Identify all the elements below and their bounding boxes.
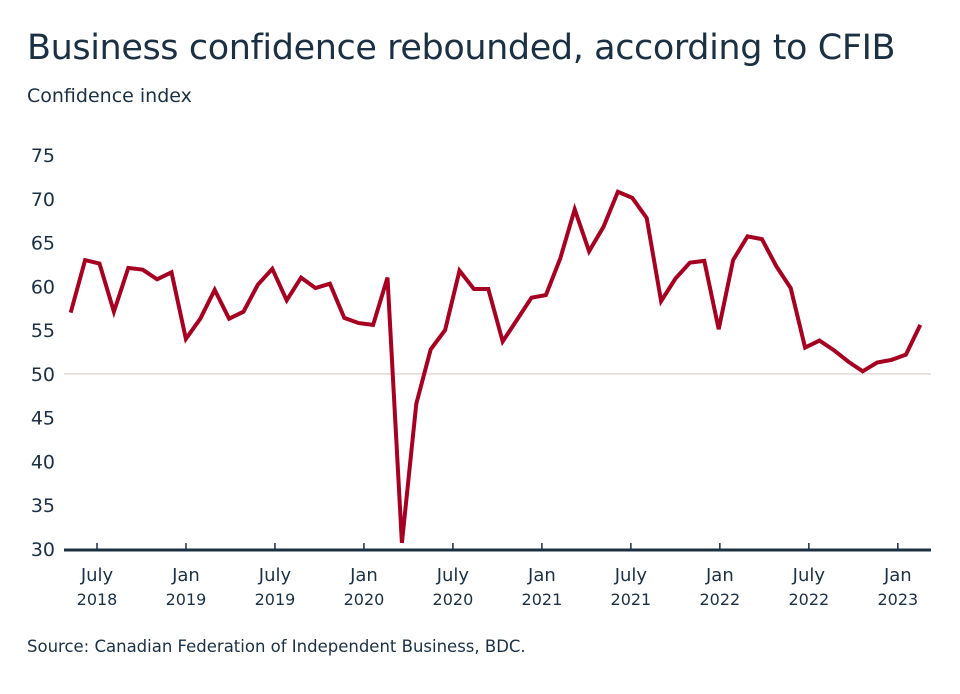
series-line (68, 189, 923, 544)
x-tick-label-year: 2021 (611, 590, 652, 609)
x-tick-label-year: 2020 (433, 590, 474, 609)
x-tick-label-month: July (614, 565, 648, 586)
x-tick-label-year: 2019 (166, 590, 207, 609)
x-tick-label-month: Jan (527, 565, 556, 586)
x-tick-label-month: July (792, 565, 826, 586)
x-tick-label-month: Jan (883, 565, 912, 586)
chart-title: Business confidence rebounded, according… (27, 28, 896, 68)
y-tick-label: 45 (31, 408, 55, 430)
x-tick-label-month: July (436, 565, 470, 586)
x-tick-label-month: Jan (349, 565, 378, 586)
x-tick-label-year: 2022 (700, 590, 741, 609)
source-note: Source: Canadian Federation of Independe… (27, 637, 526, 656)
y-tick-label: 65 (31, 233, 55, 255)
x-tick-label-month: July (258, 565, 292, 586)
y-tick-label: 60 (31, 276, 55, 298)
x-axis: July 2018 Jan 2019 July 2019 Jan 2020 July 2020 Ja… (77, 543, 918, 609)
x-tick-label-year: 2022 (788, 590, 829, 609)
x-tick-label-year: 2019 (255, 590, 296, 609)
x-tick-label-month: Jan (171, 565, 200, 586)
y-tick-label: 35 (31, 495, 55, 517)
y-tick-label: 70 (31, 189, 55, 211)
x-tick-label-month: July (80, 565, 114, 586)
x-tick-label-month: Jan (705, 565, 734, 586)
chart-subtitle: Confidence index (27, 85, 192, 107)
x-tick-label-year: 2018 (77, 590, 118, 609)
y-tick-label: 40 (31, 451, 55, 473)
x-tick-label-year: 2020 (344, 590, 385, 609)
series-group (68, 189, 923, 544)
y-axis: 30 35 40 45 50 55 60 65 70 75 (31, 145, 55, 561)
y-tick-label: 55 (31, 320, 55, 342)
y-tick-label: 30 (31, 539, 55, 561)
x-tick-label-year: 2021 (522, 590, 563, 609)
x-tick-label-year: 2023 (877, 590, 918, 609)
y-tick-label: 75 (31, 145, 55, 167)
y-tick-label: 50 (31, 364, 55, 386)
